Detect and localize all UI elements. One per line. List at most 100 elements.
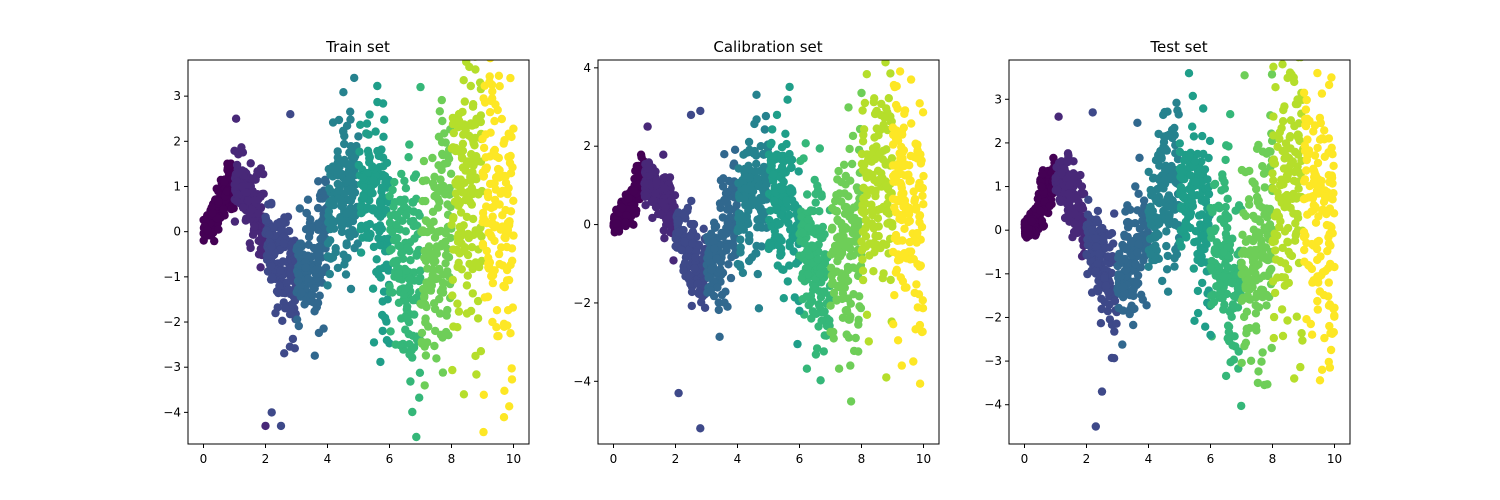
data-point [1221,202,1230,212]
x-tick-label: 2 [672,452,680,466]
data-point [831,196,840,206]
data-point [1123,223,1133,232]
data-point [1131,260,1141,269]
data-point [1324,292,1333,301]
data-point [759,162,769,172]
data-point [744,137,754,147]
data-point [753,215,762,224]
data-point [909,255,918,264]
data-point [1186,171,1195,180]
data-point [372,267,381,277]
data-point [406,256,415,265]
data-point [504,152,513,162]
data-point [390,177,399,187]
data-point [418,176,428,186]
data-point [1095,249,1104,258]
data-point [848,131,858,141]
data-point [754,181,763,191]
data-point [1139,256,1148,265]
data-point [918,296,927,305]
data-point [333,153,342,162]
data-point [473,314,483,323]
data-point [847,159,857,169]
data-point [1303,151,1312,160]
data-point [1210,203,1220,213]
data-point [912,280,921,289]
data-point [413,248,422,258]
data-point [1154,150,1163,160]
data-point [420,284,429,293]
data-point [776,210,785,220]
data-point [809,242,818,252]
data-point [860,98,870,108]
data-point [212,184,221,193]
y-tick-label: 3 [173,89,181,103]
data-point [1275,222,1284,232]
data-point [505,130,515,140]
data-point [652,178,661,187]
data-point [1134,189,1143,198]
data-point [900,106,910,115]
data-point [1281,139,1291,148]
data-point [745,231,754,240]
data-point [1267,264,1276,274]
data-point [1154,230,1163,240]
data-point [1186,223,1195,233]
data-point [1286,160,1296,169]
data-point [709,237,718,247]
data-point [405,275,414,284]
data-point [1269,333,1279,343]
data-point [1151,241,1160,250]
color-group-7 [826,88,866,406]
outlier-point [506,73,515,83]
data-point [753,174,762,183]
data-point [256,164,266,173]
data-point [899,162,908,171]
data-point [689,221,698,230]
data-point [324,207,334,216]
data-point [1110,209,1119,218]
data-point [1221,155,1230,165]
outlier-point [643,122,652,131]
data-point [294,270,303,279]
data-point [486,60,494,63]
data-point [488,278,498,288]
data-point [859,183,868,192]
data-point [478,241,488,250]
data-point [768,125,777,134]
data-point [794,167,803,176]
y-tick-label: 0 [583,218,591,232]
data-point [471,120,480,129]
data-point [467,243,477,252]
data-point [838,294,847,304]
data-point [890,170,899,179]
data-point [865,251,874,260]
data-point [1276,180,1286,190]
data-point [284,226,294,236]
data-point [1162,146,1172,155]
color-group-6 [385,140,425,442]
data-point [775,219,784,229]
outlier-point [686,110,696,120]
data-point [837,178,846,187]
data-point [881,60,890,67]
x-tick-label: 4 [1145,452,1153,466]
data-point [913,303,922,312]
data-point [1291,25,1299,33]
data-point [1097,304,1106,314]
data-point [1264,147,1274,156]
data-point [1313,305,1323,314]
data-point [449,128,458,138]
data-point [451,146,460,156]
data-point [786,163,796,173]
data-point [886,275,895,285]
data-point [688,239,697,248]
data-point [326,236,335,245]
data-point [774,241,783,250]
data-point [1233,284,1243,293]
data-point [274,288,283,298]
data-point [893,250,903,259]
data-point [622,211,631,220]
data-point [448,275,457,285]
data-point [1260,223,1269,232]
